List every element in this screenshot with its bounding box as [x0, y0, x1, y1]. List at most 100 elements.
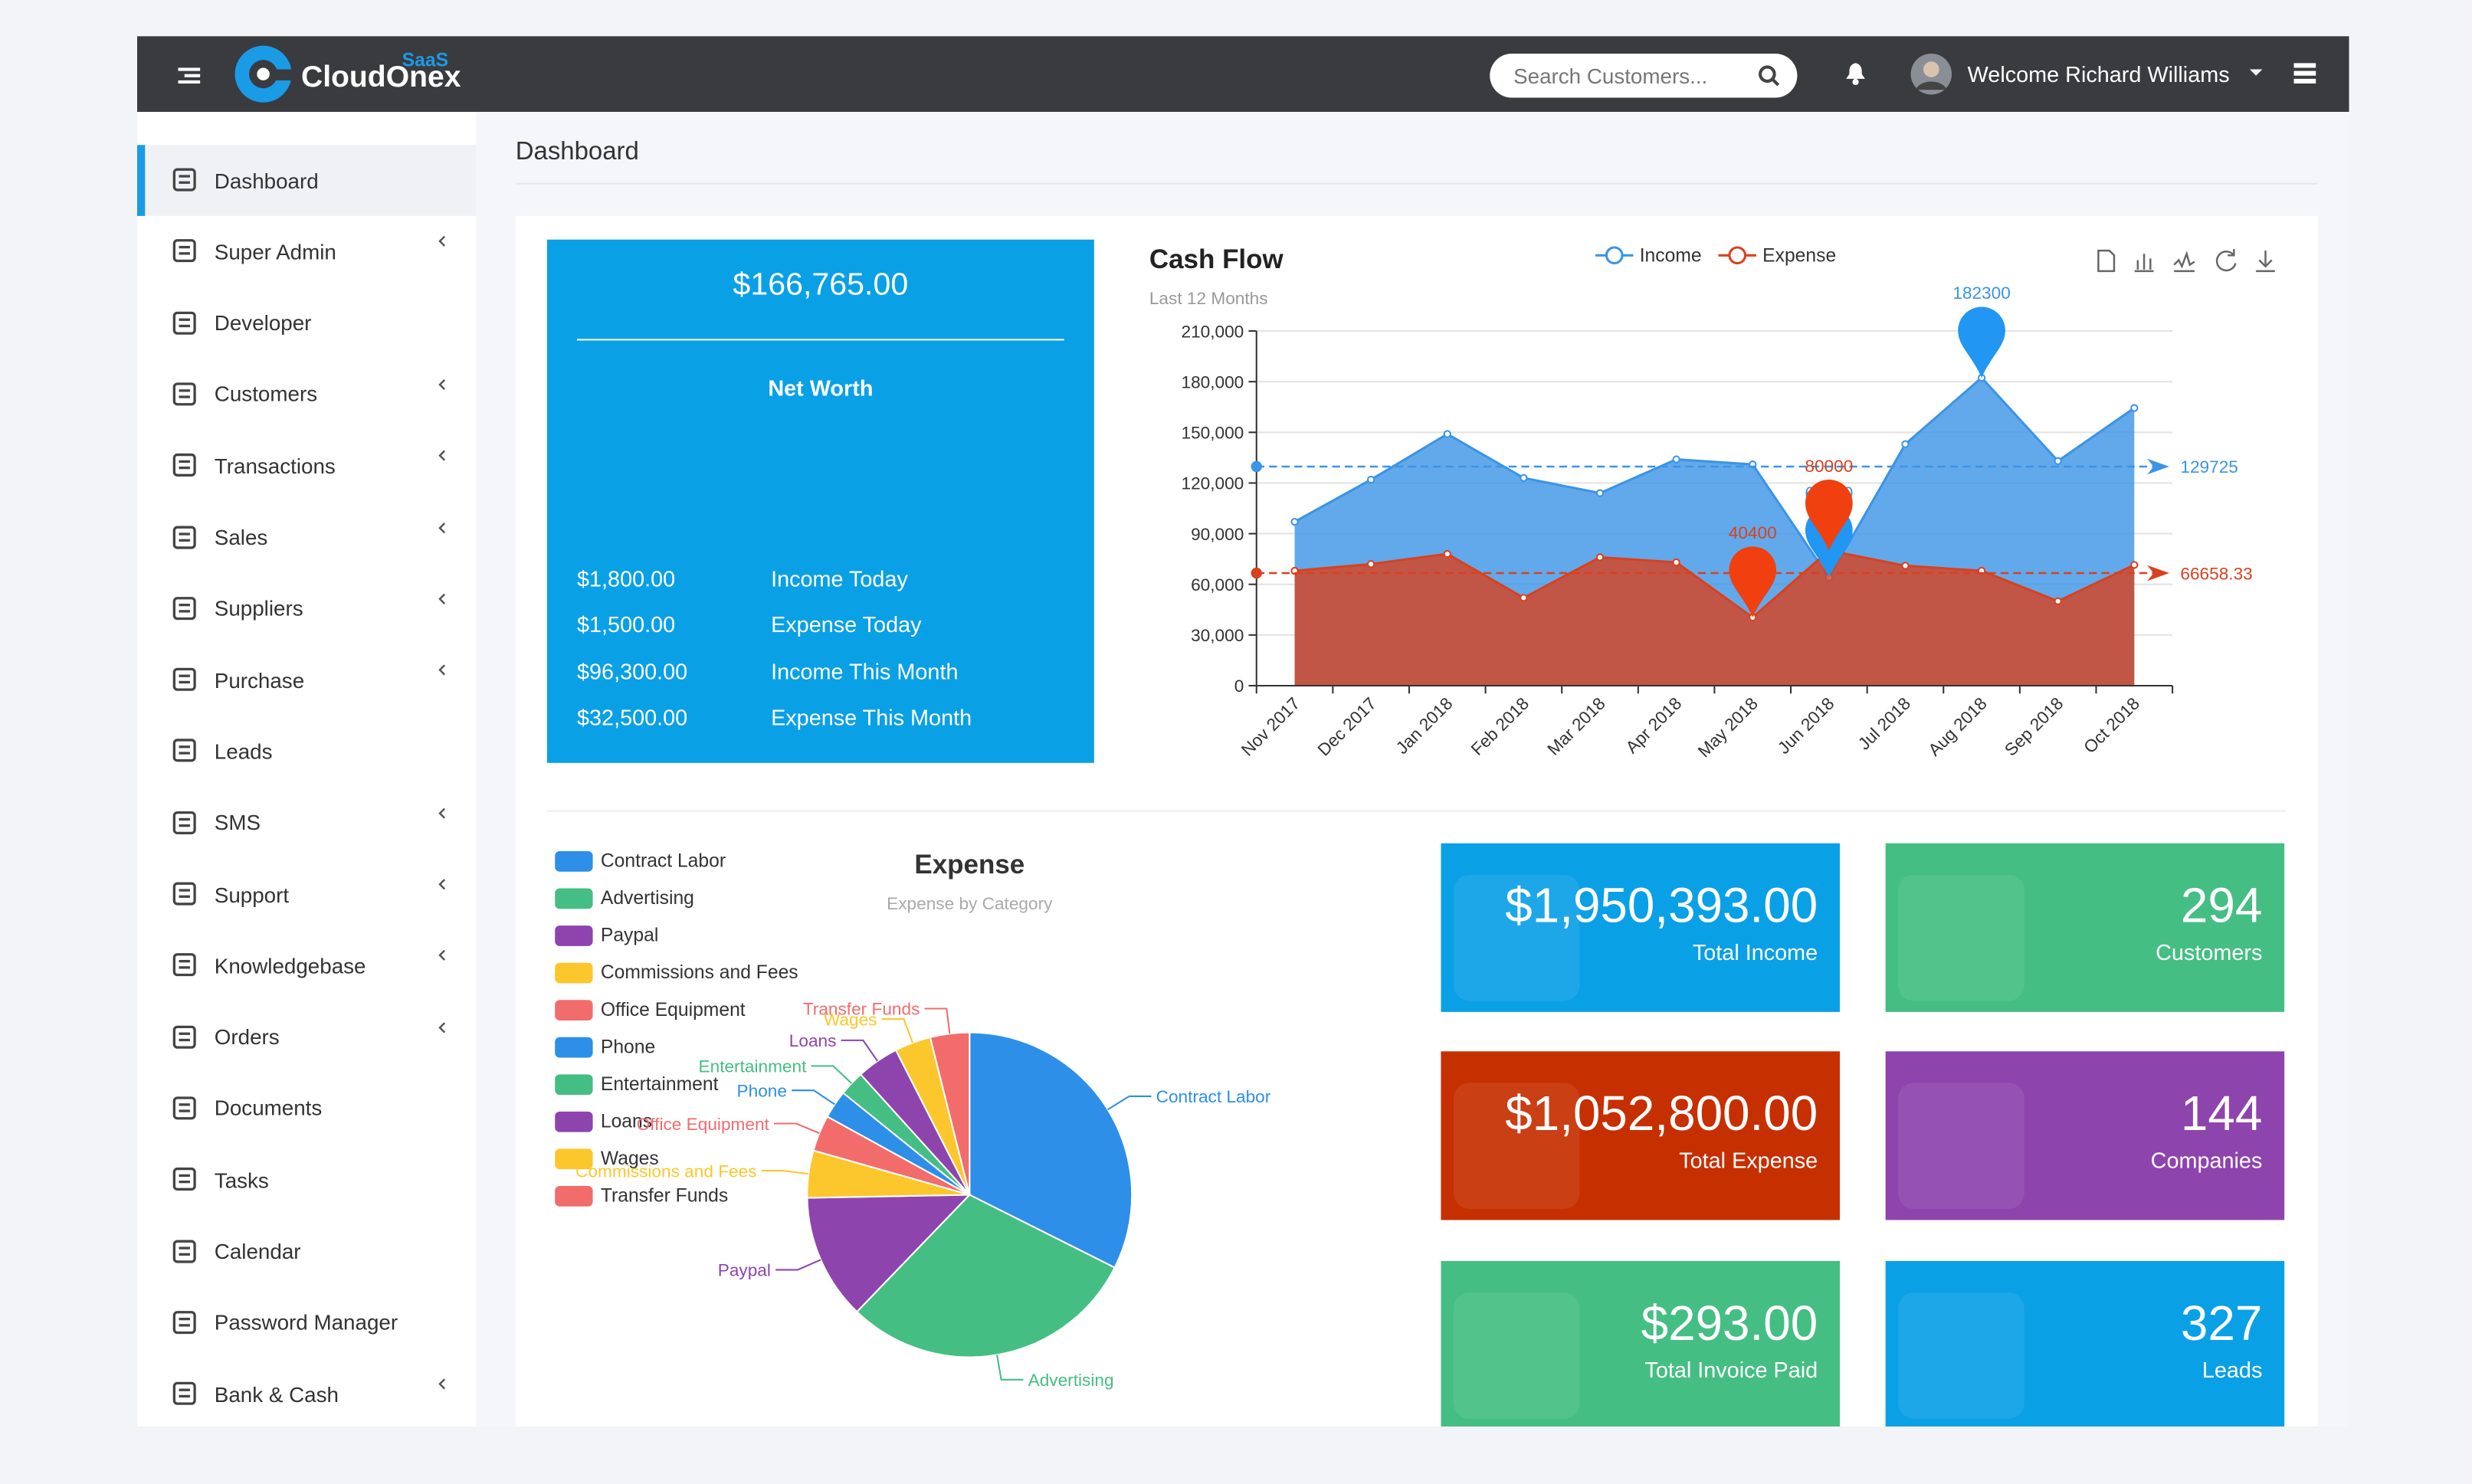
sidebar-item[interactable]: Documents [137, 1073, 476, 1145]
point [1443, 549, 1451, 559]
x-tick-label: Jan 2018 [1392, 694, 1457, 758]
pie-label: Transfer Funds [803, 1000, 920, 1019]
download-tool[interactable] [2256, 251, 2275, 273]
icon-detail [179, 323, 190, 327]
mean-arrow [2147, 458, 2169, 475]
net-worth-row-amount: $1,800.00 [577, 565, 676, 591]
sidebar-label: SMS [214, 811, 261, 835]
pie-label: Paypal [718, 1261, 771, 1280]
settings-icon[interactable] [2293, 63, 2316, 84]
chevron [438, 950, 446, 961]
sidebar-item[interactable]: Support [137, 859, 476, 930]
top-bar: CloudOnex SaaS Search Customers... Welco… [136, 36, 2349, 113]
menu-toggle[interactable] [178, 66, 201, 85]
sidebar: Dashboard Super Admin Developer Customers Tr… [136, 112, 477, 1430]
icon-detail [179, 609, 190, 613]
stat-watermark [1898, 1083, 2024, 1210]
sidebar-icon [172, 1381, 196, 1405]
point [2054, 457, 2062, 465]
sidebar-item[interactable]: Customers [137, 359, 476, 431]
line-tool[interactable] [2173, 251, 2195, 273]
x-tick-label: Apr 2018 [1622, 694, 1686, 758]
net-worth-row-amount: $96,300.00 [577, 658, 688, 684]
area [1294, 550, 2135, 686]
stat-watermark [1453, 874, 1580, 1001]
submenu-chevron [438, 378, 446, 390]
icon-shape [172, 382, 196, 406]
pie-subtitle: Expense by Category [887, 894, 1053, 913]
y-tick-label: 210,000 [1181, 322, 1244, 341]
data-view-tool[interactable] [2097, 249, 2116, 273]
stat-label: Total Expense [1679, 1148, 1818, 1174]
sidebar-item[interactable]: Knowledgebase [137, 930, 476, 1001]
y-tick-label: 30,000 [1191, 626, 1244, 645]
sidebar-label: Customers [214, 382, 318, 407]
sidebar-item[interactable]: Password Manager [137, 1287, 476, 1358]
sidebar-item[interactable]: Suppliers [137, 573, 476, 644]
sidebar-item[interactable]: SMS [137, 788, 476, 859]
icon-detail [179, 1388, 190, 1392]
icon-detail [179, 680, 190, 684]
pie-leader [881, 1018, 913, 1043]
sidebar-item[interactable]: Calendar [137, 1216, 476, 1287]
sidebar-item[interactable]: Sales [137, 502, 476, 573]
sidebar-item[interactable]: Transactions [137, 431, 476, 502]
point [1367, 560, 1375, 568]
avatar[interactable] [1910, 52, 1954, 97]
net-worth-label: Net Worth [768, 375, 874, 401]
chevron [438, 522, 446, 533]
icon-detail [179, 603, 190, 606]
pie-slice [929, 1031, 971, 1195]
restore-tool[interactable] [2215, 249, 2237, 272]
sidebar-item[interactable]: Dashboard [136, 145, 477, 216]
icon-shape [172, 1239, 196, 1263]
icon-detail [179, 817, 190, 821]
x-tick-label: Feb 2018 [1467, 694, 1533, 759]
sidebar-item[interactable]: Orders [137, 1002, 476, 1073]
search-box[interactable]: Search Customers... [1490, 53, 1798, 98]
icon-shape [172, 739, 196, 763]
chart-subtitle: Last 12 Months [1149, 289, 1268, 308]
submenu-chevron [438, 593, 446, 604]
point [1520, 473, 1528, 482]
sidebar-item[interactable]: Tasks [137, 1145, 476, 1216]
logo-icon[interactable] [233, 44, 296, 107]
dropdown-caret[interactable] [2249, 69, 2263, 77]
stat-label: Customers [2156, 939, 2263, 965]
icon-detail [179, 1246, 190, 1249]
sidebar-item[interactable]: Super Admin [137, 216, 476, 287]
sidebar-label: Leads [214, 739, 273, 764]
legend-swatch [555, 1037, 593, 1058]
sidebar-icon [172, 1239, 196, 1263]
x-tick-label: Aug 2018 [1925, 694, 1991, 760]
pie-leader [792, 1089, 835, 1106]
search-icon[interactable] [1758, 64, 1780, 87]
stat-card: $1,950,393.00 Total Income [1441, 843, 1840, 1012]
submenu-chevron [438, 236, 446, 247]
sidebar-label: Purchase [214, 668, 305, 693]
icon-detail [179, 395, 190, 398]
legend-marker [1728, 246, 1747, 265]
icon-detail [179, 1031, 190, 1035]
icon-shape [172, 525, 196, 549]
point [1595, 489, 1605, 497]
pie-title: Expense [914, 850, 1025, 880]
sidebar-item[interactable]: Bank & Cash [137, 1359, 476, 1430]
legend-marker [1605, 246, 1624, 265]
sidebar-icon [172, 1168, 196, 1191]
welcome-text[interactable]: Welcome Richard Williams [1967, 61, 2230, 87]
chart-title: Cash Flow [1149, 244, 1284, 274]
logo-text[interactable]: CloudOnex [300, 61, 461, 95]
bar-tool[interactable] [2134, 254, 2154, 273]
sidebar-item[interactable]: Leads [137, 716, 476, 788]
y-tick-label: 0 [1234, 676, 1244, 696]
icon-detail [179, 252, 190, 256]
sidebar-item[interactable]: Purchase [137, 645, 476, 716]
sidebar-label: Developer [214, 311, 312, 336]
pie-leader [996, 1355, 1024, 1381]
notification-bell[interactable] [1846, 63, 1865, 86]
legend-swatch [555, 925, 593, 946]
logo-badge: SaaS [402, 48, 449, 71]
pin-label: 80000 [1805, 457, 1853, 476]
sidebar-item[interactable]: Developer [137, 288, 476, 359]
